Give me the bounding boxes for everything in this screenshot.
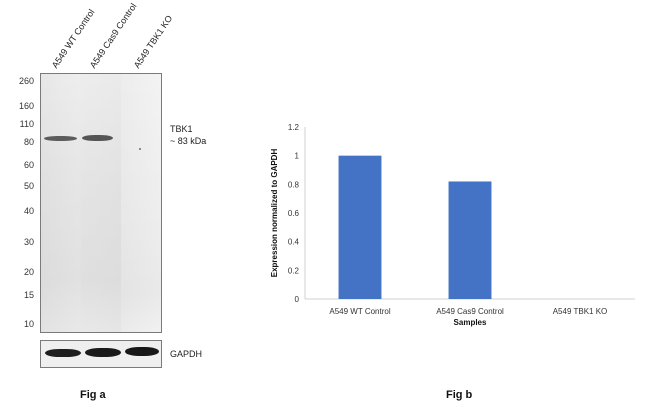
lane-smear	[121, 74, 161, 332]
fig-b-caption: Fig b	[446, 389, 473, 401]
y-tick-label: 0.2	[288, 266, 300, 275]
mw-marker: 15	[23, 290, 34, 300]
y-axis-title: Expression normalized to GAPDH	[270, 149, 279, 278]
bar	[338, 155, 382, 299]
gapdh-band-wt	[45, 349, 81, 357]
gapdh-membrane	[40, 340, 162, 368]
lane-smear	[41, 74, 81, 332]
lane-label-ko: A549 TBK1 KO	[131, 13, 175, 70]
x-tick-label: A549 Cas9 Control	[436, 307, 504, 316]
mw-marker: 260	[18, 76, 34, 86]
y-tick-label: 0	[295, 295, 300, 304]
mw-marker: 160	[18, 101, 34, 111]
gapdh-band-ko	[125, 347, 159, 356]
x-axis-title: Samples	[454, 318, 487, 327]
y-tick-label: 1	[295, 152, 300, 161]
blot-speck	[139, 148, 141, 150]
target-label: TBK1	[170, 124, 193, 134]
y-tick-label: 0.6	[288, 209, 300, 218]
bar-chart: 0 0.2 0.4 0.6 0.8 1 1.2 A549 WT Control A549 Ca…	[270, 123, 635, 327]
fig-a-caption: Fig a	[80, 389, 106, 401]
x-tick-label: A549 TBK1 KO	[553, 307, 608, 316]
mw-marker: 50	[23, 181, 34, 191]
tbk1-band-wt	[44, 136, 77, 141]
x-tick-label: A549 WT Control	[329, 307, 390, 316]
mw-marker: 30	[23, 237, 34, 247]
mw-marker: 10	[23, 319, 34, 329]
y-tick-label: 1.2	[288, 123, 300, 132]
mw-marker: 60	[23, 160, 34, 170]
mw-marker: 110	[19, 119, 34, 129]
blot-membrane	[40, 73, 162, 333]
y-tick-label: 0.8	[288, 180, 300, 189]
y-tick-label: 0.4	[288, 238, 300, 247]
target-size: ~ 83 kDa	[170, 136, 207, 146]
loading-control-label: GAPDH	[170, 349, 203, 359]
mw-marker: 20	[23, 267, 34, 277]
gapdh-band-cas9	[85, 348, 121, 357]
mw-marker: 40	[23, 206, 34, 216]
bar	[448, 181, 492, 299]
mw-marker: 80	[23, 137, 34, 147]
lane-smear	[81, 74, 121, 332]
tbk1-band-cas9	[82, 135, 113, 141]
